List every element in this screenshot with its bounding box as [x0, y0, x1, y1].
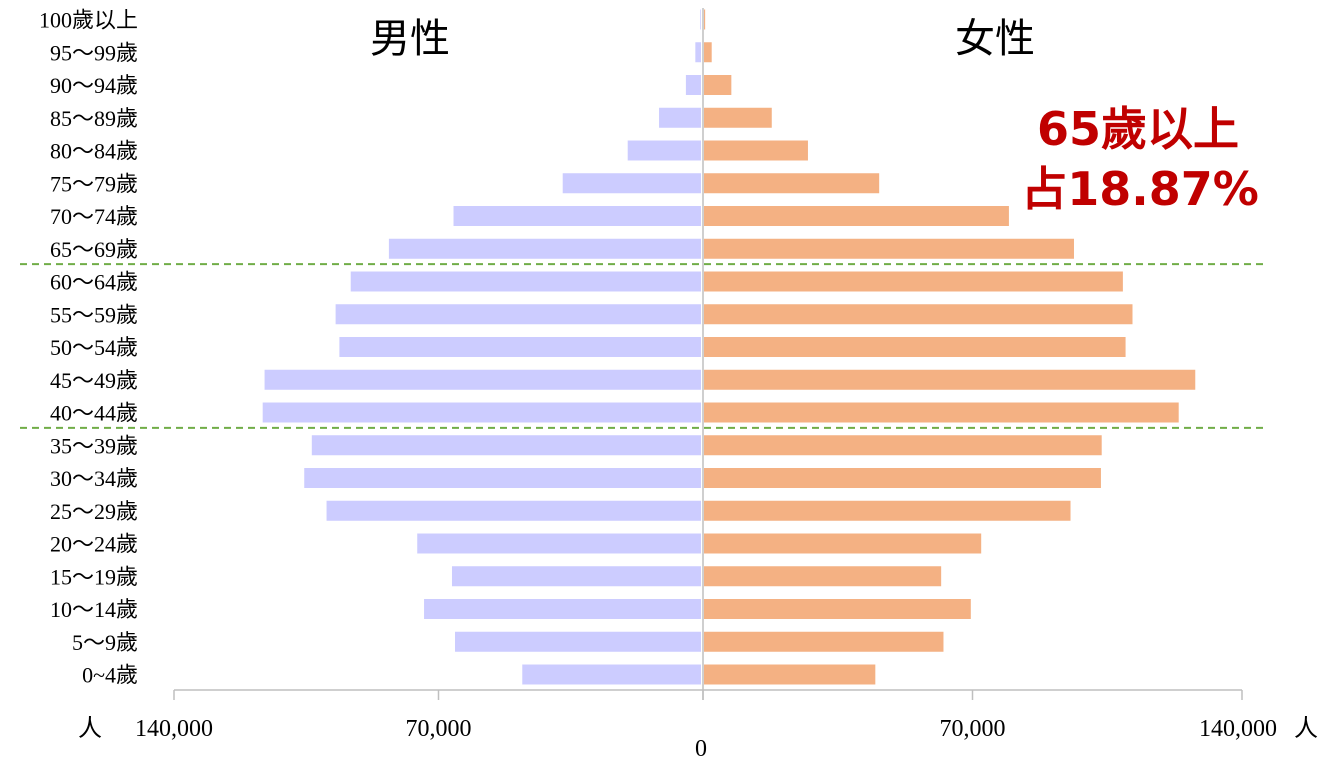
bar-male-1 — [455, 631, 701, 652]
bar-female-14 — [704, 206, 1009, 226]
bar-male-4 — [417, 533, 701, 554]
unit-label-right: 人 — [1294, 716, 1318, 742]
female-title: 女性 — [955, 16, 1035, 62]
age-label-11: 55～59歲 — [50, 302, 138, 327]
x-tick-label-3: 70,000 — [940, 716, 1006, 742]
bar-female-20 — [704, 9, 706, 30]
bar-male-6 — [304, 468, 701, 488]
bar-male-15 — [562, 173, 701, 194]
age-label-6: 30～34歲 — [50, 466, 138, 491]
bar-female-5 — [704, 500, 1071, 521]
x-tick-label-2: 0 — [695, 736, 707, 758]
bar-male-7 — [311, 435, 701, 456]
bar-female-17 — [704, 107, 772, 128]
age-label-3: 15～19歲 — [50, 564, 138, 589]
bar-female-10 — [704, 337, 1126, 357]
bar-female-4 — [704, 533, 982, 554]
age-label-17: 85～89歲 — [50, 106, 138, 131]
age-label-20: 100歲以上 — [39, 8, 138, 33]
x-tick-label-1: 70,000 — [406, 716, 472, 742]
bar-male-12 — [350, 271, 701, 292]
age-label-0: 0~4歲 — [82, 663, 138, 688]
age-label-2: 10～14歲 — [50, 597, 138, 622]
annotation-line-1: 65歲以上 — [1037, 102, 1239, 156]
female-bars — [704, 9, 1196, 685]
age-label-18: 90～94歲 — [50, 73, 138, 98]
annotation-line-2: 占18.87% — [1021, 162, 1259, 216]
unit-label-left: 人 — [78, 716, 102, 742]
age-labels: 0~4歲 5～9歲 10～14歲 15～19歲 20～24歲 25～29歲 30～34歲 35… — [39, 8, 138, 688]
bar-female-13 — [704, 238, 1074, 259]
age-label-16: 80～84歲 — [50, 139, 138, 164]
bar-female-6 — [704, 468, 1101, 488]
age-label-19: 95～99歲 — [50, 40, 138, 65]
age-label-15: 75～79歲 — [50, 171, 138, 196]
bar-male-3 — [451, 566, 701, 587]
bar-female-15 — [704, 173, 880, 194]
bar-female-7 — [704, 435, 1102, 456]
bar-male-0 — [522, 664, 701, 685]
age-label-12: 60～64歲 — [50, 270, 138, 295]
age-label-14: 70～74歲 — [50, 204, 138, 229]
x-tick-label-0: 140,000 — [135, 716, 213, 742]
bar-female-3 — [704, 566, 942, 587]
age-label-4: 20～24歲 — [50, 532, 138, 557]
male-bars — [262, 9, 701, 685]
age-label-13: 65～69歲 — [50, 237, 138, 262]
male-title: 男性 — [370, 16, 450, 62]
age-dividers — [20, 263, 1265, 429]
age-label-7: 35～39歲 — [50, 433, 138, 458]
age-label-10: 50～54歲 — [50, 335, 138, 360]
bar-male-18 — [685, 75, 701, 95]
x-axis — [173, 689, 1243, 700]
bar-male-16 — [627, 140, 701, 161]
age-label-8: 40～44歲 — [50, 401, 138, 426]
bar-male-19 — [695, 42, 701, 63]
x-tick-label-4: 140,000 — [1199, 716, 1277, 742]
bar-female-1 — [704, 631, 944, 652]
bar-male-10 — [339, 337, 701, 357]
age-label-5: 25～29歲 — [50, 499, 138, 524]
bar-male-9 — [264, 369, 701, 390]
bar-female-8 — [704, 402, 1179, 423]
bar-female-18 — [704, 75, 732, 95]
bar-male-20 — [700, 9, 701, 30]
bar-male-11 — [335, 304, 701, 325]
bar-male-2 — [424, 599, 701, 619]
age-label-9: 45～49歲 — [50, 368, 138, 393]
x-tick-labels: 140,000 70,000 0 70,000 140,000 人 人 — [78, 716, 1318, 758]
bar-female-9 — [704, 369, 1196, 390]
bar-male-8 — [262, 402, 701, 423]
bar-male-17 — [659, 107, 701, 128]
bar-female-19 — [704, 42, 712, 63]
bar-female-11 — [704, 304, 1133, 325]
bar-female-0 — [704, 664, 876, 685]
age-label-1: 5～9歲 — [72, 630, 138, 655]
bar-female-12 — [704, 271, 1123, 292]
bar-male-5 — [326, 500, 701, 521]
bar-female-16 — [704, 140, 808, 161]
bar-male-14 — [453, 206, 701, 226]
bar-female-2 — [704, 599, 971, 619]
bar-male-13 — [388, 238, 701, 259]
